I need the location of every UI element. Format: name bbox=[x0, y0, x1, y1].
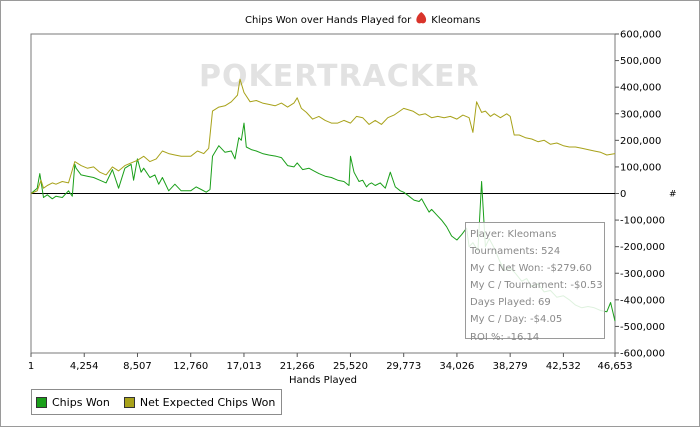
x-tick-label: 21,266 bbox=[280, 361, 315, 372]
x-tick-label: 4,254 bbox=[70, 361, 99, 372]
x-tick-label: 29,773 bbox=[386, 361, 421, 372]
tooltip-line-tournaments: Tournaments: 524 bbox=[470, 246, 561, 258]
x-tick-label: 12,760 bbox=[173, 361, 208, 372]
y-tick-label: 100,000 bbox=[620, 162, 661, 173]
legend-swatch-chips-won bbox=[36, 396, 47, 408]
y-tick-label: 500,000 bbox=[620, 56, 661, 67]
y-tick-label: -400,000 bbox=[620, 295, 665, 306]
legend-label-net-expected: Net Expected Chips Won bbox=[139, 395, 276, 409]
chart-title: Chips Won over Hands Played for bbox=[245, 15, 412, 26]
tooltip-line-roi: ROI %: -16.14 bbox=[470, 331, 540, 343]
y-tick-label: -500,000 bbox=[620, 322, 665, 333]
y-tick-label: 600,000 bbox=[620, 30, 661, 41]
legend-item-chips-won[interactable]: Chips Won bbox=[36, 396, 110, 409]
tooltip-line-days-played: Days Played: 69 bbox=[470, 297, 551, 309]
y-tick-label: -200,000 bbox=[620, 242, 665, 253]
tooltip-line-net-won: My C Net Won: -$279.60 bbox=[470, 263, 592, 275]
x-tick-label: 25,520 bbox=[333, 361, 368, 372]
legend: Chips Won Net Expected Chips Won bbox=[31, 389, 283, 415]
y-tick-label: -100,000 bbox=[620, 216, 665, 227]
y-tick-label: -300,000 bbox=[620, 269, 665, 280]
x-tick-label: 34,026 bbox=[439, 361, 474, 372]
x-tick-label: 46,653 bbox=[598, 361, 633, 372]
poker-card-icon bbox=[416, 12, 427, 24]
legend-label-chips-won: Chips Won bbox=[52, 395, 110, 409]
chart-title-player: Kleomans bbox=[431, 15, 480, 26]
tooltip-line-per-day: My C / Day: -$4.05 bbox=[470, 314, 563, 326]
y-tick-label: 300,000 bbox=[620, 109, 661, 120]
x-tick-label: 17,013 bbox=[226, 361, 261, 372]
x-tick-label: 42,532 bbox=[546, 361, 581, 372]
x-tick-label: 8,507 bbox=[123, 361, 152, 372]
y-tick-label: 200,000 bbox=[620, 136, 661, 147]
legend-swatch-net-expected bbox=[123, 396, 135, 408]
tooltip-line-player: Player: Kleomans bbox=[470, 229, 557, 240]
player-stats-tooltip: Player: Kleomans Tournaments: 524 My C N… bbox=[465, 222, 605, 343]
y-tick-label: 0 bbox=[620, 189, 626, 200]
x-axis-label: Hands Played bbox=[289, 375, 357, 386]
y-tick-label: -600,000 bbox=[620, 349, 665, 360]
legend-item-net-expected[interactable]: Net Expected Chips Won bbox=[123, 395, 276, 409]
series-line-net-expected bbox=[30, 78, 616, 194]
watermark-text: POKERTRACKER bbox=[199, 59, 480, 94]
x-tick-label: 1 bbox=[28, 361, 34, 372]
y-tick-label: 400,000 bbox=[620, 83, 661, 94]
y-axis-unit: # bbox=[669, 190, 677, 200]
x-tick-label: 38,279 bbox=[493, 361, 528, 372]
tooltip-line-per-tournament: My C / Tournament: -$0.53 bbox=[470, 280, 603, 292]
